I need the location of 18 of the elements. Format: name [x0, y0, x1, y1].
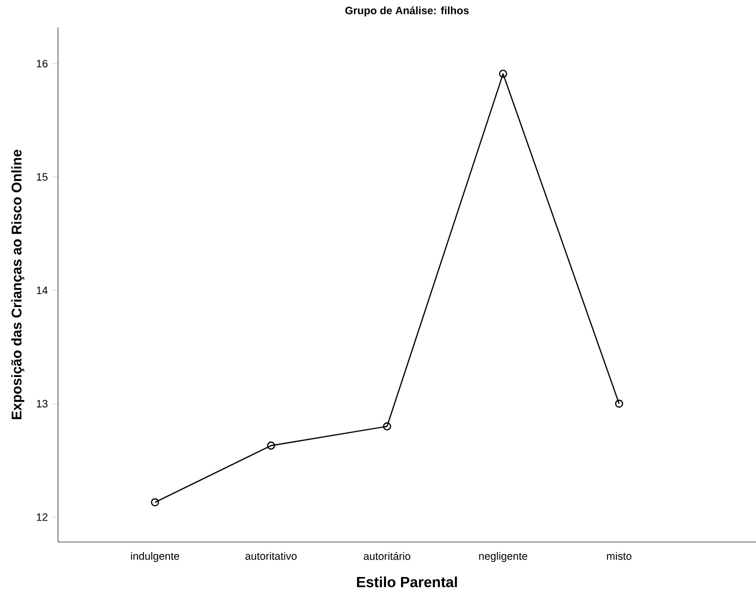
point	[382, 422, 392, 430]
x-tick-label: negligente	[479, 552, 528, 562]
y-axis-title: Exposição das Crianças ao Risco Online	[11, 150, 24, 420]
x-tick-label: misto	[607, 552, 632, 560]
point	[499, 70, 508, 78]
x-tick-label: indulgente	[131, 552, 180, 562]
x-tick-label: autoritativo	[245, 552, 297, 560]
y-tick-label: 14	[36, 286, 48, 294]
point	[266, 442, 276, 450]
y-tick-label: 16	[36, 60, 48, 68]
y-tick-label: 12	[36, 513, 48, 521]
y-tick-label: 15	[36, 173, 48, 181]
y-tick-label: 13	[36, 400, 48, 408]
point	[150, 498, 160, 506]
chart-title: Grupo de Análise: filhos	[345, 6, 469, 16]
x-axis-title: Estilo Parental	[357, 576, 457, 588]
point	[615, 400, 624, 408]
x-tick-label: autoritário	[364, 552, 410, 560]
